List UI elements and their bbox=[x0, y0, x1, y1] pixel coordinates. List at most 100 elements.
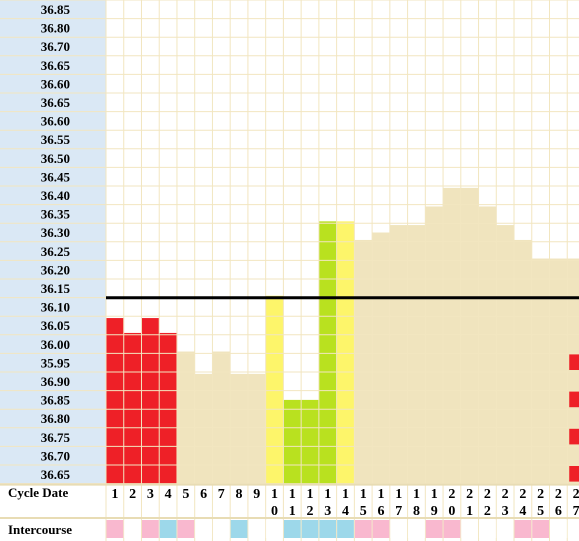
intercourse-label: Intercourse bbox=[8, 522, 72, 537]
day27-marker-3 bbox=[569, 466, 579, 482]
y-tick-label: 36.75 bbox=[41, 430, 71, 445]
intercourse-cell-day-9 bbox=[248, 520, 266, 538]
bar-day-5 bbox=[176, 351, 195, 484]
bar-day-22 bbox=[478, 206, 497, 484]
cycle-day-label-units: 3 bbox=[324, 504, 331, 519]
cycle-date-label: Cycle Date bbox=[8, 485, 69, 500]
cycle-day-label-units: 7 bbox=[395, 504, 402, 519]
intercourse-cell-day-6 bbox=[195, 520, 212, 538]
cycle-day-label-units: 0 bbox=[271, 504, 278, 519]
bar-day-15 bbox=[354, 239, 373, 484]
y-tick-label: 36.90 bbox=[41, 374, 70, 389]
bar-day-3 bbox=[141, 318, 160, 484]
cycle-day-label-units: 4 bbox=[342, 504, 349, 519]
y-axis-labels: 36.85 36.80 36.70 36.65 36.60 36.65 36.60 36.55… bbox=[41, 2, 71, 482]
marker-layer bbox=[569, 354, 579, 482]
cycle-day-label-units: 5 bbox=[360, 504, 367, 519]
cycle-day-label: 8 bbox=[236, 487, 243, 502]
intercourse-cell-day-27 bbox=[567, 520, 579, 538]
y-tick-label: 36.15 bbox=[41, 281, 71, 296]
bar-day-26 bbox=[549, 258, 568, 484]
y-tick-label: 36.85 bbox=[41, 393, 71, 408]
y-tick-label: 36.65 bbox=[41, 58, 71, 73]
intercourse-cell-day-1 bbox=[106, 520, 124, 538]
day27-marker-0 bbox=[569, 354, 579, 370]
cycle-day-label-tens: 1 bbox=[271, 487, 278, 502]
y-tick-label: 36.50 bbox=[41, 151, 70, 166]
cycle-day-label-units: 4 bbox=[519, 504, 526, 519]
bar-day-19 bbox=[425, 206, 444, 484]
bar-day-10 bbox=[265, 295, 284, 484]
cycle-day-label: 2 bbox=[129, 487, 136, 502]
cycle-day-label-tens: 2 bbox=[502, 487, 509, 502]
cycle-day-label-units: 2 bbox=[307, 504, 314, 519]
intercourse-cell-day-4 bbox=[159, 520, 177, 538]
intercourse-cell-day-13 bbox=[319, 520, 337, 538]
cycle-day-label: 4 bbox=[165, 487, 172, 502]
y-tick-label: 36.80 bbox=[41, 21, 70, 36]
cycle-day-label-units: 7 bbox=[573, 504, 579, 519]
cycle-day-label: 1 bbox=[111, 487, 118, 502]
day27-marker-1 bbox=[569, 391, 579, 408]
y-tick-label: 36.30 bbox=[41, 225, 70, 240]
cycle-day-label-units: 1 bbox=[466, 504, 473, 519]
cycle-day-label-tens: 2 bbox=[484, 487, 491, 502]
bar-day-6 bbox=[194, 373, 213, 484]
intercourse-cell-day-5 bbox=[177, 520, 195, 538]
cycle-day-label-units: 0 bbox=[448, 504, 455, 519]
y-tick-label: 36.00 bbox=[41, 337, 70, 352]
cycle-day-label-tens: 1 bbox=[395, 487, 402, 502]
cycle-day-label: 5 bbox=[182, 487, 189, 502]
intercourse-cell-day-11 bbox=[283, 520, 301, 538]
bar-day-18 bbox=[407, 225, 426, 484]
y-tick-label: 36.60 bbox=[41, 76, 70, 91]
y-tick-label: 36.45 bbox=[41, 169, 71, 184]
bar-day-21 bbox=[460, 187, 479, 484]
cycle-day-label: 9 bbox=[253, 487, 260, 502]
cycle-day-label-tens: 2 bbox=[448, 487, 455, 502]
cycle-day-label-tens: 1 bbox=[413, 487, 420, 502]
intercourse-cell-day-7 bbox=[212, 520, 230, 538]
bar-day-9 bbox=[247, 373, 266, 484]
cycle-date-row: Cycle Date 1 2 3 4 5 6 7 8 9 10111213141516171819… bbox=[8, 485, 579, 519]
bar-day-8 bbox=[230, 373, 249, 484]
intercourse-cell-day-14 bbox=[337, 520, 354, 538]
cycle-day-label-tens: 2 bbox=[537, 487, 544, 502]
day27-marker-2 bbox=[569, 428, 579, 445]
intercourse-cell-day-16 bbox=[372, 520, 390, 538]
cycle-day-label-units: 2 bbox=[484, 504, 491, 519]
cycle-day-label: 3 bbox=[147, 487, 154, 502]
intercourse-row: Intercourse bbox=[8, 520, 579, 538]
intercourse-cell-day-19 bbox=[425, 520, 443, 538]
cycle-day-label-tens: 1 bbox=[377, 487, 384, 502]
bar-day-4 bbox=[159, 332, 178, 484]
y-tick-label: 36.40 bbox=[41, 188, 70, 203]
y-tick-label: 36.65 bbox=[41, 95, 71, 110]
bar-day-20 bbox=[443, 187, 462, 484]
bar-day-16 bbox=[372, 232, 391, 484]
intercourse-cell-day-17 bbox=[390, 520, 408, 538]
y-tick-label: 36.70 bbox=[41, 448, 70, 463]
cycle-day-label-units: 9 bbox=[431, 504, 438, 519]
intercourse-cell-day-12 bbox=[301, 520, 319, 538]
y-tick-label: 35.95 bbox=[41, 355, 71, 370]
y-tick-label: 36.60 bbox=[41, 114, 70, 129]
bar-day-24 bbox=[514, 239, 533, 484]
cycle-day-label-tens: 1 bbox=[360, 487, 367, 502]
y-tick-label: 36.20 bbox=[41, 262, 70, 277]
intercourse-cell-day-21 bbox=[461, 520, 479, 538]
cycle-day-label-tens: 2 bbox=[519, 487, 526, 502]
cycle-day-label-tens: 1 bbox=[431, 487, 438, 502]
cycle-day-label-tens: 1 bbox=[289, 487, 296, 502]
cycle-day-label-tens: 2 bbox=[573, 487, 579, 502]
y-tick-label: 36.25 bbox=[41, 244, 71, 259]
intercourse-cell-day-24 bbox=[514, 520, 532, 538]
bar-day-7 bbox=[212, 351, 231, 484]
bar-day-23 bbox=[496, 225, 515, 484]
cycle-day-label: 6 bbox=[200, 487, 207, 502]
intercourse-cell-day-22 bbox=[479, 520, 496, 538]
bar-day-13 bbox=[318, 221, 337, 484]
intercourse-cell-day-8 bbox=[230, 520, 248, 538]
